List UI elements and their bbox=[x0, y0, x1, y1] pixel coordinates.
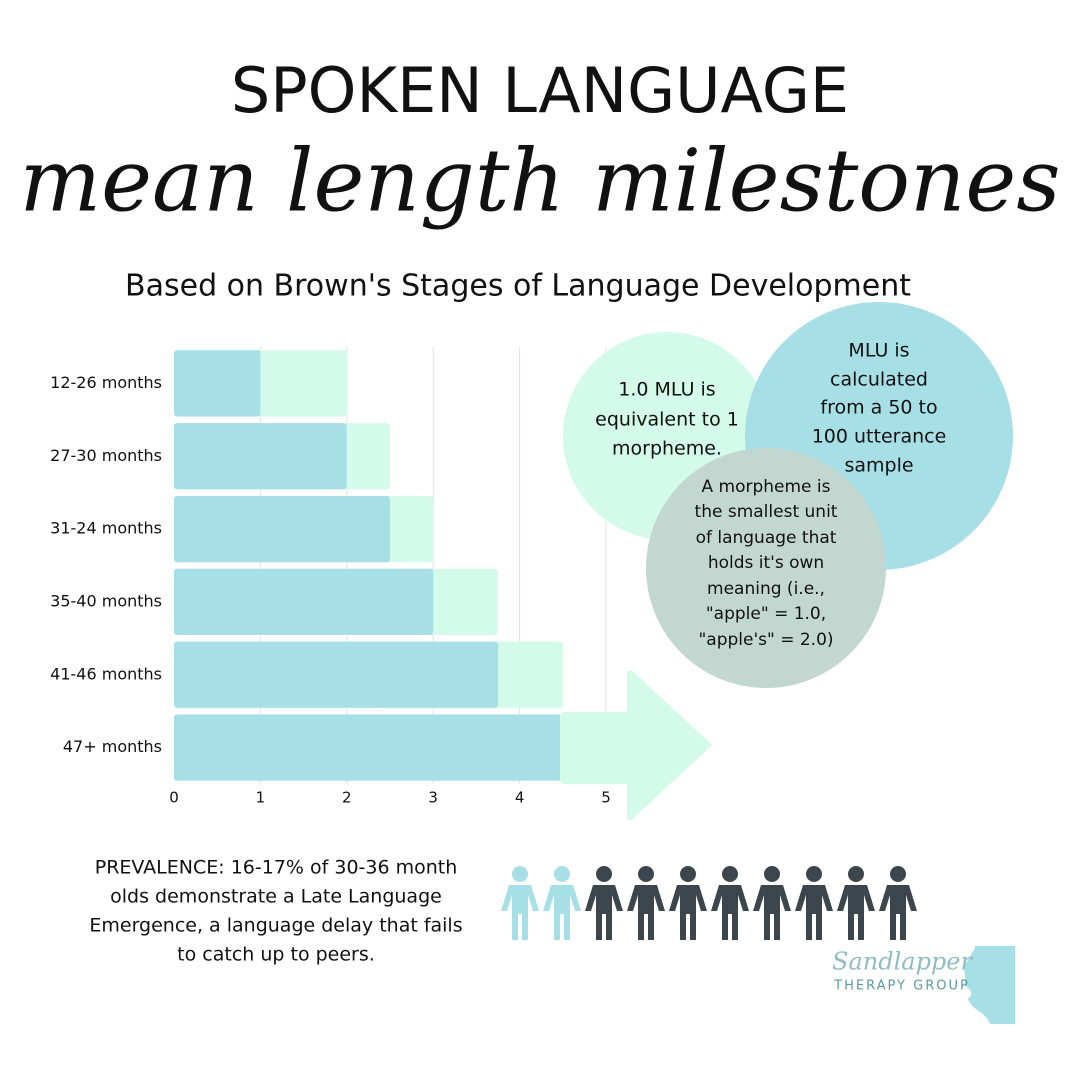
x-tick-label: 0 bbox=[169, 789, 179, 807]
chart-title: SPOKEN LANGUAGE bbox=[231, 54, 849, 127]
y-tick-label: 35-40 months bbox=[50, 591, 162, 610]
annotation-text: of language that bbox=[696, 528, 837, 548]
bar bbox=[174, 495, 390, 563]
annotation-text: MLU is bbox=[848, 340, 909, 362]
bar bbox=[174, 350, 261, 417]
prevalence-text: Emergence, a language delay that fails bbox=[89, 915, 462, 937]
x-tick-label: 2 bbox=[342, 789, 352, 807]
prevalence: PREVALENCE: 16-17% of 30-36 month olds de… bbox=[89, 857, 462, 966]
annotation-text: meaning (i.e., bbox=[707, 579, 825, 599]
bar bbox=[174, 423, 347, 490]
y-tick-label: 41-46 months bbox=[50, 664, 162, 683]
annotation-text: "apple's" = 2.0) bbox=[698, 630, 833, 650]
x-tick-label: 4 bbox=[515, 789, 525, 807]
bar bbox=[174, 714, 563, 781]
annotation-text: from a 50 to bbox=[820, 397, 937, 419]
y-tick-label: 31-24 months bbox=[50, 519, 162, 538]
annotation-text: calculated bbox=[830, 369, 928, 391]
annotation-text: A morpheme is bbox=[701, 477, 830, 497]
x-tick-label: 1 bbox=[256, 789, 266, 807]
annotation-text: holds it's own bbox=[708, 553, 824, 573]
annotation-text: equivalent to 1 bbox=[595, 409, 739, 431]
bar bbox=[174, 568, 434, 636]
y-tick-label: 27-30 months bbox=[50, 446, 162, 465]
arrow bbox=[560, 670, 711, 820]
bar bbox=[174, 641, 498, 708]
annotation-text: morpheme. bbox=[612, 438, 722, 460]
y-tick-label: 12-26 months bbox=[50, 373, 162, 392]
logo-tagline: THERAPY GROUP bbox=[833, 979, 970, 994]
annotations: 1.0 MLU is equivalent to 1 morpheme. MLU is… bbox=[563, 302, 1013, 688]
chart-subtitle: mean length milestones bbox=[20, 132, 1061, 232]
annotation-bubble bbox=[646, 448, 886, 688]
bar-chart: 0 1 2 3 4 5 12-26 months 27-30 months 31-24 mont… bbox=[50, 347, 611, 807]
annotation-text: sample bbox=[844, 455, 913, 477]
prevalence-text: olds demonstrate a Late Language bbox=[110, 886, 442, 908]
caption: Based on Brown's Stages of Language Deve… bbox=[125, 269, 911, 304]
annotation-text: 1.0 MLU is bbox=[618, 379, 715, 401]
annotation-text: the smallest unit bbox=[695, 502, 838, 522]
x-tick-label: 5 bbox=[601, 789, 611, 807]
logo-name: Sandlapper bbox=[832, 948, 973, 976]
annotation-text: 100 utterance bbox=[812, 426, 947, 448]
annotation-text: "apple" = 1.0, bbox=[706, 604, 826, 624]
prevalence-text: to catch up to peers. bbox=[177, 944, 375, 966]
x-tick-label: 3 bbox=[428, 789, 438, 807]
prevalence-text: PREVALENCE: 16-17% of 30-36 month bbox=[95, 857, 458, 879]
y-tick-label: 47+ months bbox=[63, 737, 162, 756]
logo-head bbox=[964, 946, 1015, 1024]
